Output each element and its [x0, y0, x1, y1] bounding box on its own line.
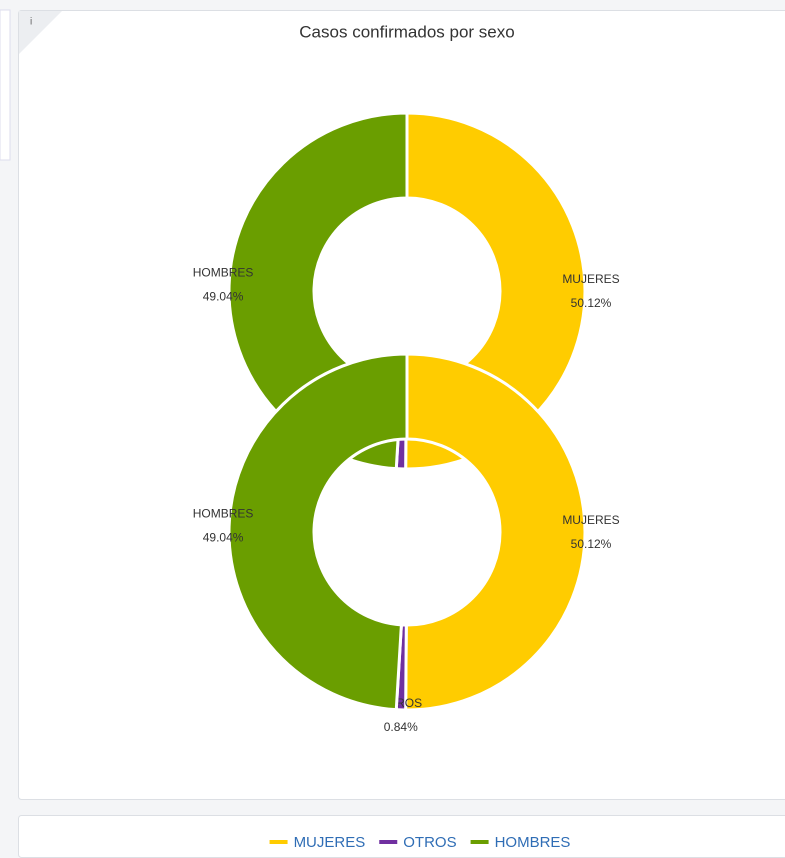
slice-value: 49.04%	[203, 531, 244, 545]
legend-label: OTROS	[403, 834, 456, 851]
legend-label: MUJERES	[294, 834, 366, 851]
slice-label: MUJERES	[562, 272, 619, 286]
chart-title: Casos confirmados por sexo	[299, 22, 514, 41]
legend: MUJERES OTROS HOMBRES	[269, 834, 571, 851]
donut-slice	[227, 352, 409, 712]
slice-label: HOMBRES	[193, 507, 254, 521]
donut-slice	[404, 352, 587, 712]
slice-value: 50.12%	[571, 296, 612, 310]
slice-value: 49.04%	[203, 290, 244, 304]
legend-swatch	[470, 840, 489, 844]
legend-label: HOMBRES	[495, 834, 571, 851]
side-panel	[0, 9, 11, 161]
legend-swatch	[379, 840, 398, 844]
slice-value: 0.84%	[384, 720, 418, 734]
legend-card	[18, 815, 785, 858]
info-corner[interactable]	[19, 11, 62, 54]
info-icon[interactable]: i	[30, 17, 32, 28]
slice-label: HOMBRES	[193, 266, 254, 280]
slice-value: 50.12%	[571, 537, 612, 551]
legend-swatch	[269, 840, 288, 844]
slice-label: MUJERES	[562, 513, 619, 527]
